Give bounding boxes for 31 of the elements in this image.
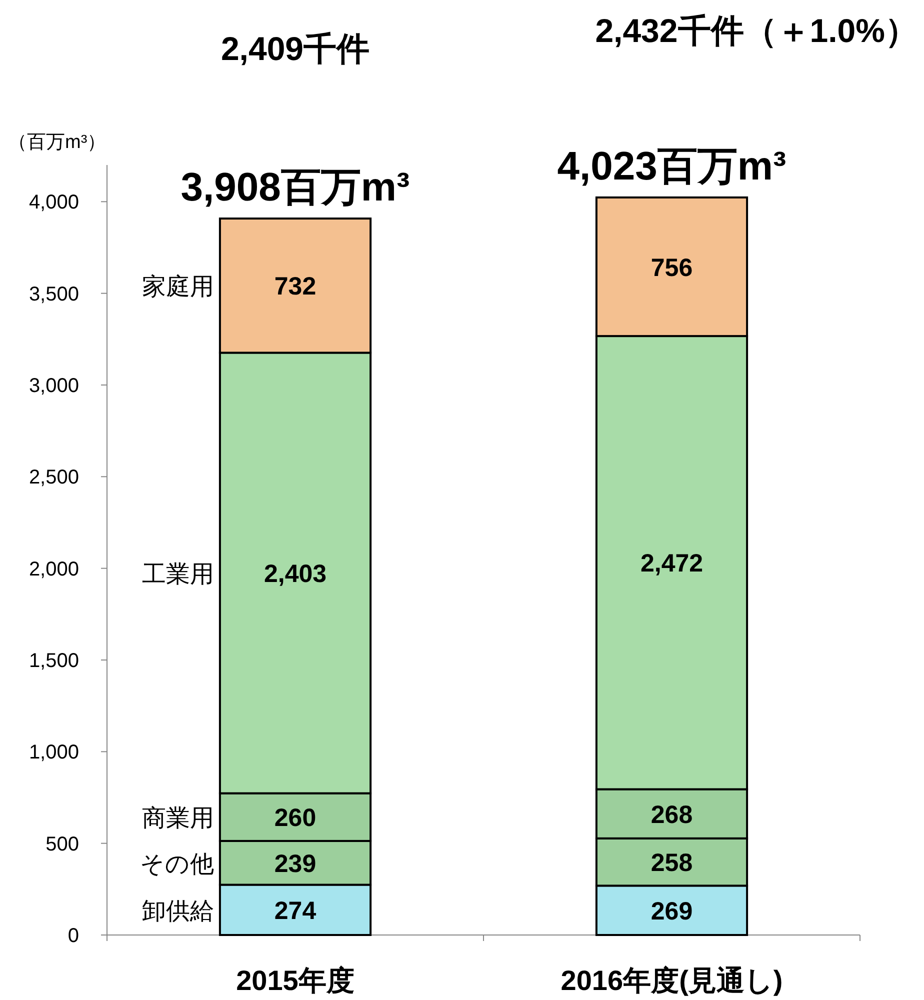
y-tick-label: 2,000: [28, 558, 79, 580]
data-label: 260: [274, 804, 316, 832]
data-label: 268: [650, 800, 693, 829]
x-tick-label: 2015年度: [236, 965, 354, 996]
data-label: 756: [650, 254, 693, 282]
y-tick-label: 3,500: [28, 283, 79, 306]
data-label: 239: [274, 850, 316, 878]
series-label: その他: [140, 850, 214, 878]
data-label: 274: [274, 896, 316, 925]
y-tick-label: 4,000: [28, 192, 79, 214]
total-label: 4,023百万m³: [557, 144, 786, 188]
y-axis-title: （百万m³）: [8, 132, 106, 153]
series-label: 工業用: [142, 561, 214, 588]
text: 2,409千件: [220, 30, 370, 67]
data-label: 732: [274, 272, 316, 301]
data-label: 2,403: [264, 560, 327, 588]
y-tick-label: 3,000: [28, 375, 79, 397]
y-tick-label: 1,500: [28, 650, 79, 672]
y-tick-label: 1,000: [28, 742, 79, 764]
series-label: 卸供給: [142, 898, 214, 925]
x-tick-label: 2016年度(見通し): [560, 965, 783, 996]
data-label: 258: [650, 849, 693, 878]
y-tick-label: 2,500: [28, 466, 79, 489]
y-tick-label: 0: [68, 925, 79, 947]
series-label: 商業用: [142, 805, 214, 832]
total-label: 3,908百万m³: [180, 166, 410, 210]
y-tick-label: 500: [46, 833, 79, 856]
data-label: 269: [650, 897, 693, 926]
series-label: 家庭用: [142, 274, 214, 301]
text: 2,432千件（＋1.0%）: [595, 12, 918, 49]
data-label: 2,472: [640, 550, 704, 578]
